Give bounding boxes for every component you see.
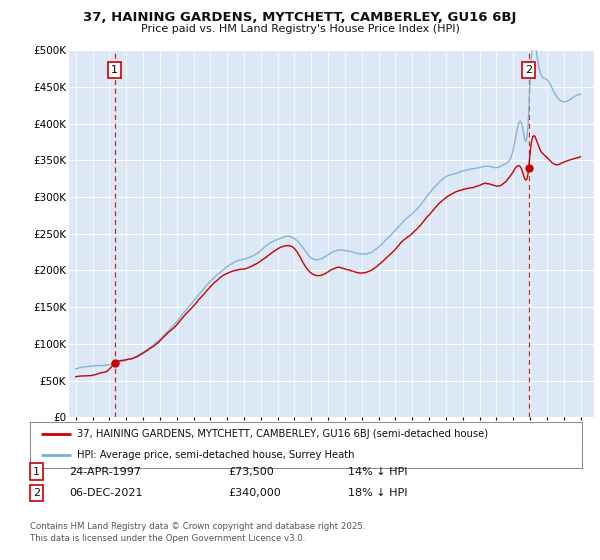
Text: Price paid vs. HM Land Registry's House Price Index (HPI): Price paid vs. HM Land Registry's House …	[140, 24, 460, 34]
Text: 2: 2	[525, 65, 532, 75]
Text: 1: 1	[33, 466, 40, 477]
Text: HPI: Average price, semi-detached house, Surrey Heath: HPI: Average price, semi-detached house,…	[77, 450, 355, 460]
Text: 24-APR-1997: 24-APR-1997	[69, 466, 141, 477]
Text: £73,500: £73,500	[228, 466, 274, 477]
Text: Contains HM Land Registry data © Crown copyright and database right 2025.
This d: Contains HM Land Registry data © Crown c…	[30, 522, 365, 543]
Text: 1: 1	[111, 65, 118, 75]
Text: 2: 2	[33, 488, 40, 498]
Text: £340,000: £340,000	[228, 488, 281, 498]
Text: 37, HAINING GARDENS, MYTCHETT, CAMBERLEY, GU16 6BJ (semi-detached house): 37, HAINING GARDENS, MYTCHETT, CAMBERLEY…	[77, 429, 488, 439]
Text: 06-DEC-2021: 06-DEC-2021	[69, 488, 143, 498]
Text: 37, HAINING GARDENS, MYTCHETT, CAMBERLEY, GU16 6BJ: 37, HAINING GARDENS, MYTCHETT, CAMBERLEY…	[83, 11, 517, 24]
Text: 18% ↓ HPI: 18% ↓ HPI	[348, 488, 407, 498]
Text: 14% ↓ HPI: 14% ↓ HPI	[348, 466, 407, 477]
